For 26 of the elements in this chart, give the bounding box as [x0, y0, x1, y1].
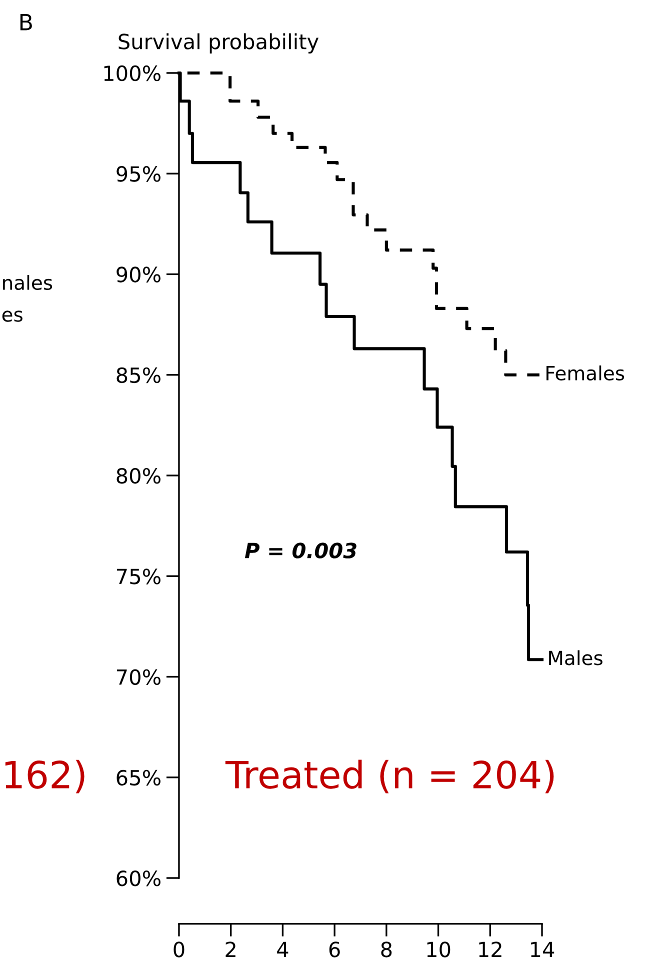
- y-tick-label: 75%: [117, 568, 160, 584]
- y-tick-label: 95%: [116, 166, 160, 182]
- x-tick-label: 10: [427, 942, 450, 958]
- x-tick-label: 0: [174, 942, 184, 958]
- y-tick-label: 100%: [104, 65, 160, 82]
- series-label: Females: [546, 365, 624, 381]
- x-tick-label: 6: [329, 942, 340, 958]
- y-tick-label: 65%: [116, 770, 160, 786]
- x-tick-label: 2: [226, 942, 236, 958]
- y-tick-label: 70%: [117, 669, 160, 685]
- x-tick-label: 14: [531, 942, 554, 958]
- y-tick-label: 80%: [116, 468, 160, 484]
- x-tick-label: 8: [381, 942, 392, 958]
- y-tick-label: 85%: [116, 367, 160, 384]
- y-tick-label: 60%: [116, 870, 160, 886]
- text: es: [2, 310, 22, 322]
- y-tick-label: 90%: [116, 266, 160, 282]
- x-tick-label: 12: [479, 942, 502, 958]
- text: 162): [5, 760, 84, 794]
- chart-title: B: [20, 14, 32, 30]
- series-label: Males: [549, 650, 602, 666]
- annotation: Treated (n = 204): [225, 760, 554, 794]
- x-tick-label: 4: [277, 942, 288, 958]
- y-axis-title: Survival probability: [118, 33, 318, 54]
- text: nales: [3, 274, 52, 290]
- annotation: P = 0.003: [244, 542, 356, 558]
